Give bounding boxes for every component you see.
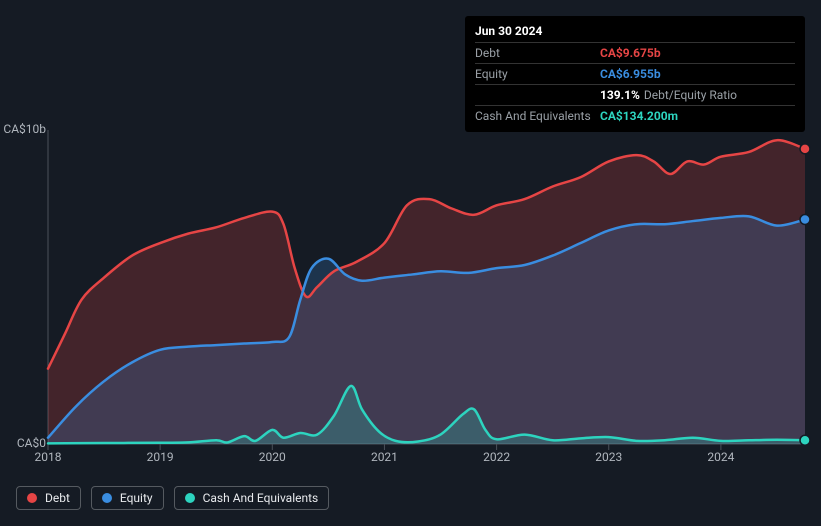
tooltip-row-label (475, 88, 600, 102)
hover-tooltip: Jun 30 2024 DebtCA$9.675bEquityCA$6.955b… (465, 16, 805, 132)
x-axis-label: 2024 (707, 450, 734, 464)
x-axis-label: 2019 (147, 450, 174, 464)
legend-item-equity[interactable]: Equity (91, 486, 164, 510)
tooltip-row-label: Cash And Equivalents (475, 109, 600, 123)
cash-end-marker (800, 435, 810, 445)
y-axis-label: CA$10b (3, 122, 46, 136)
chart-root: CA$0CA$10b 2018201920202021202220232024 … (0, 0, 821, 526)
x-axis-label: 2022 (483, 450, 510, 464)
tooltip-row-suffix: Debt/Equity Ratio (644, 88, 737, 102)
chart-legend: Debt Equity Cash And Equivalents (16, 486, 329, 510)
tooltip-row: 139.1%Debt/Equity Ratio (475, 84, 795, 105)
y-axis-label: CA$0 (17, 436, 46, 450)
debt-end-marker (800, 144, 810, 154)
tooltip-row-value: CA$9.675b (600, 46, 661, 60)
tooltip-date: Jun 30 2024 (475, 22, 795, 42)
equity-end-marker (800, 214, 810, 224)
legend-dot-icon (185, 493, 195, 503)
tooltip-row: EquityCA$6.955b (475, 63, 795, 84)
legend-item-cash[interactable]: Cash And Equivalents (174, 486, 330, 510)
legend-dot-icon (27, 493, 37, 503)
legend-item-label: Equity (120, 491, 153, 505)
tooltip-row: Cash And EquivalentsCA$134.200m (475, 105, 795, 126)
tooltip-row-label: Debt (475, 46, 600, 60)
legend-item-label: Debt (45, 491, 70, 505)
tooltip-row-value: 139.1%Debt/Equity Ratio (600, 88, 737, 102)
tooltip-row-value: CA$134.200m (600, 109, 678, 123)
tooltip-row: DebtCA$9.675b (475, 42, 795, 63)
legend-item-label: Cash And Equivalents (203, 491, 319, 505)
x-axis-label: 2018 (35, 450, 62, 464)
legend-dot-icon (102, 493, 112, 503)
tooltip-row-label: Equity (475, 67, 600, 81)
tooltip-row-value: CA$6.955b (600, 67, 661, 81)
legend-item-debt[interactable]: Debt (16, 486, 81, 510)
x-axis-label: 2021 (371, 450, 398, 464)
x-axis-label: 2020 (259, 450, 286, 464)
x-axis-label: 2023 (595, 450, 622, 464)
